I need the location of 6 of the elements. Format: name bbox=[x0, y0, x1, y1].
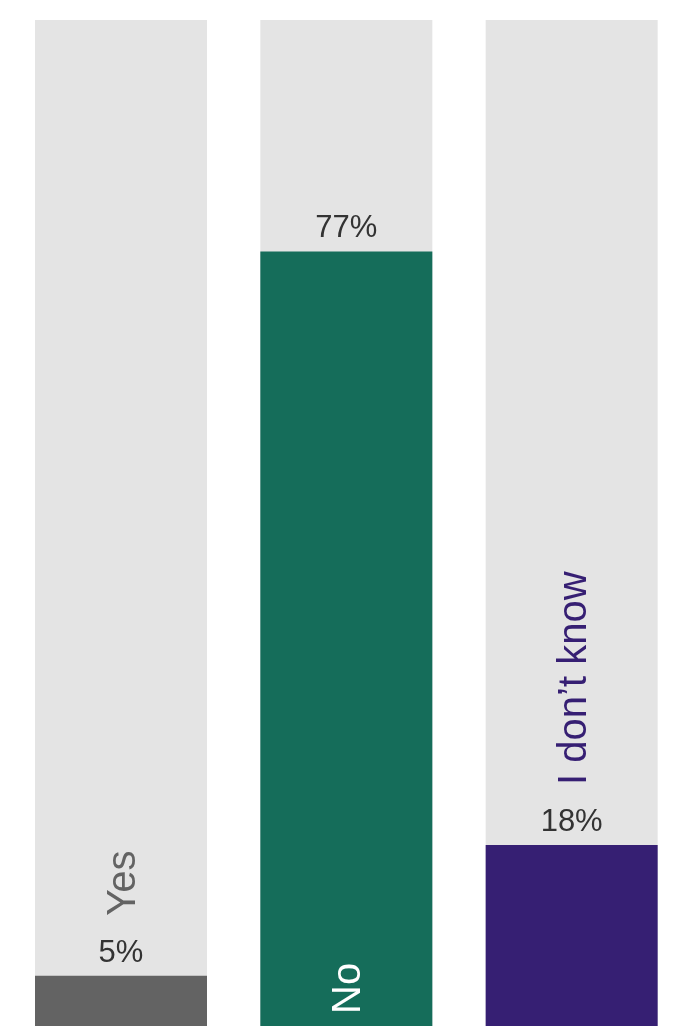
x-tick-label: No bbox=[324, 962, 369, 1014]
x-tick-label: Yes bbox=[99, 850, 143, 916]
data-label: 18% bbox=[540, 802, 603, 838]
data-label: 77% bbox=[315, 209, 378, 245]
data-label: 5% bbox=[98, 933, 144, 969]
x-tick-label: I don’t know bbox=[549, 571, 594, 785]
